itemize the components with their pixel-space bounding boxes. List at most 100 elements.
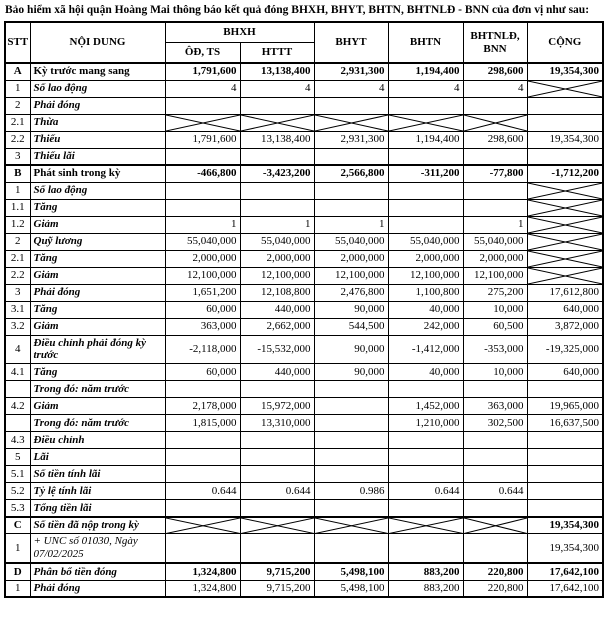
- crossed-cell: [239, 515, 315, 535]
- cross-mark-icon: [464, 115, 527, 131]
- cell-label: Thừa: [29, 113, 166, 132]
- cell-label: Kỳ trước mang sang: [29, 62, 166, 81]
- table-row: Trong đó: năm trước: [4, 380, 604, 399]
- table-row: C Số tiền đã nộp trong kỳ 19,354,300: [4, 515, 604, 535]
- crossed-cell: [462, 515, 528, 535]
- cell-value: [239, 499, 315, 518]
- cell-value: 2,000,000: [387, 249, 464, 268]
- cross-mark-icon: [315, 115, 388, 131]
- cell-stt: 4.1: [4, 363, 31, 382]
- cell-value: 1,100,800: [387, 283, 464, 302]
- cell-value: 12,100,000: [387, 266, 464, 285]
- cross-mark-icon: [389, 115, 463, 131]
- cell-value: [462, 147, 528, 166]
- table-row: 1 Số lao động 4 4 4 4 4: [4, 79, 604, 98]
- cell-value: 4: [239, 79, 315, 98]
- cell-label: Số tiền tính lãi: [29, 465, 166, 484]
- cell-value: 1: [462, 215, 528, 234]
- crossed-cell: [526, 79, 604, 98]
- cell-value: 60,000: [164, 300, 241, 319]
- cell-value: [526, 499, 604, 518]
- table-row: 2 Phải đóng: [4, 96, 604, 115]
- cell-value: 2,000,000: [164, 249, 241, 268]
- table-row: 2 Quỹ lương 55,040,000 55,040,000 55,040,000…: [4, 232, 604, 251]
- cell-value: 1,791,600: [164, 130, 241, 149]
- cross-mark-icon: [389, 518, 463, 534]
- cell-value: 0.644: [387, 482, 464, 501]
- cell-value: -353,000: [462, 334, 528, 365]
- cell-label: Tổng tiền lãi: [29, 499, 166, 518]
- cell-stt: 2: [4, 232, 31, 251]
- cell-value: [387, 181, 464, 200]
- cell-stt: 5.3: [4, 499, 31, 518]
- cell-label: Phải đóng: [29, 579, 166, 598]
- cell-value: 544,500: [313, 317, 389, 336]
- cell-value: 19,965,000: [526, 397, 604, 416]
- cell-stt: 2: [4, 96, 31, 115]
- cell-value: 13,138,400: [239, 130, 315, 149]
- cell-stt: 1.2: [4, 215, 31, 234]
- crossed-cell: [526, 181, 604, 200]
- cell-value: [164, 533, 241, 564]
- cell-value: [164, 448, 241, 467]
- cell-value: [313, 431, 389, 450]
- cell-value: [313, 147, 389, 166]
- cross-mark-icon: [528, 183, 603, 199]
- table-row: 3.1 Tăng 60,000 440,000 90,000 40,000 10,000 64…: [4, 300, 604, 319]
- cell-value: [387, 465, 464, 484]
- col-header-cong: CỘNG: [526, 21, 604, 64]
- col-header-noi-dung: NỘI DUNG: [29, 21, 166, 64]
- table-row: B Phát sinh trong kỳ -466,800 -3,423,200 2,5…: [4, 164, 604, 183]
- cell-value: [164, 198, 241, 217]
- crossed-cell: [387, 515, 464, 535]
- cell-value: 1,791,600: [164, 62, 241, 81]
- cell-value: [526, 96, 604, 115]
- cell-stt: 4.3: [4, 431, 31, 450]
- cell-stt: [4, 380, 31, 399]
- cell-value: 55,040,000: [239, 232, 315, 251]
- cell-label: Phân bổ tiền đóng: [29, 562, 166, 581]
- cell-value: 1,194,400: [387, 130, 464, 149]
- table-row: A Kỳ trước mang sang 1,791,600 13,138,400 2,…: [4, 62, 604, 81]
- cell-value: 2,000,000: [313, 249, 389, 268]
- cell-label: Phải đóng: [29, 96, 166, 115]
- cell-value: 2,000,000: [462, 249, 528, 268]
- cell-value: [387, 198, 464, 217]
- cell-value: 363,000: [462, 397, 528, 416]
- cell-value: 2,178,000: [164, 397, 241, 416]
- col-header-stt: STT: [4, 21, 31, 64]
- cell-stt: 4.2: [4, 397, 31, 416]
- cell-value: [387, 448, 464, 467]
- cell-stt: 1: [4, 533, 31, 564]
- crossed-cell: [164, 113, 241, 132]
- table-row: 5.2 Tỷ lệ tính lãi 0.644 0.644 0.986 0.644 0.6…: [4, 482, 604, 501]
- table-row: 4.3 Điều chỉnh: [4, 431, 604, 450]
- cell-value: 220,800: [462, 562, 528, 581]
- cell-label: Tăng: [29, 363, 166, 382]
- header-row-1: STT NỘI DUNG BHXH BHYT BHTN BHTNLĐ, BNN …: [4, 21, 604, 64]
- cell-value: 363,000: [164, 317, 241, 336]
- cell-value: 19,354,300: [526, 62, 604, 81]
- cell-value: [239, 465, 315, 484]
- cell-value: 298,600: [462, 62, 528, 81]
- table-row: 1 Số lao động: [4, 181, 604, 200]
- cell-stt: 3: [4, 147, 31, 166]
- cell-value: 4: [313, 79, 389, 98]
- cell-label: Tăng: [29, 198, 166, 217]
- crossed-cell: [526, 266, 604, 285]
- cell-value: [239, 448, 315, 467]
- cell-value: 10,000: [462, 300, 528, 319]
- cell-value: -466,800: [164, 164, 241, 183]
- cell-value: 12,100,000: [239, 266, 315, 285]
- cross-mark-icon: [315, 518, 388, 534]
- col-header-bhxh-group: BHXH: [164, 21, 315, 43]
- cell-value: [239, 380, 315, 399]
- cell-value: 12,100,000: [164, 266, 241, 285]
- cell-value: 1,324,800: [164, 562, 241, 581]
- cell-value: [462, 181, 528, 200]
- crossed-cell: [313, 113, 389, 132]
- cell-value: [387, 96, 464, 115]
- cell-value: 302,500: [462, 414, 528, 433]
- cell-value: -77,800: [462, 164, 528, 183]
- cell-value: [313, 448, 389, 467]
